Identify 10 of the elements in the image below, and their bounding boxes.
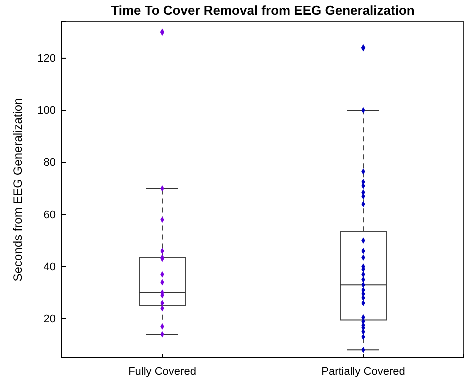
y-tick-label: 40: [44, 261, 56, 274]
y-tick-label: 60: [44, 209, 56, 222]
y-tick-label: 20: [44, 313, 56, 326]
y-tick-label: 120: [38, 52, 56, 65]
y-tick-label: 80: [44, 157, 56, 170]
y-tick-label: 100: [38, 105, 56, 118]
chart-title: Time To Cover Removal from EEG Generalization: [111, 3, 415, 18]
x-tick-label: Fully Covered: [128, 366, 196, 378]
y-axis-title: Seconds from EEG Generalization: [11, 98, 25, 282]
x-tick-label: Partially Covered: [322, 366, 406, 378]
